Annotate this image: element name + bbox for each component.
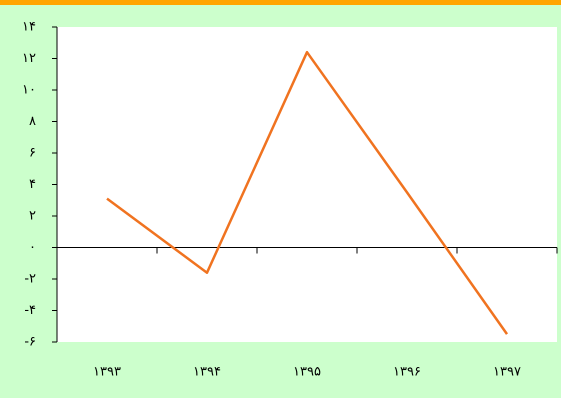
- y-tick-label: ۱۰: [22, 83, 36, 98]
- x-tick-label: ۱۳۹۷: [493, 365, 521, 380]
- x-tick-label: ۱۳۹۴: [193, 365, 221, 380]
- y-tick-label: -۴: [24, 303, 36, 318]
- x-tick-label: ۱۳۹۳: [93, 365, 121, 380]
- data-line: [106, 50, 509, 335]
- y-tick-label: ۶: [29, 146, 36, 161]
- y-tick-label: ۰: [29, 240, 36, 255]
- plot-area: [57, 27, 557, 342]
- y-tick-label: -۶: [24, 335, 36, 350]
- top-stripe: [0, 0, 561, 5]
- y-tick-label: ۱۴: [22, 20, 36, 35]
- y-tick-label: ۸: [29, 114, 36, 129]
- y-tick-label: -۲: [24, 272, 36, 287]
- x-tick-label: ۱۳۹۶: [393, 365, 421, 380]
- y-tick-label: ۲: [29, 209, 36, 224]
- x-tick-label: ۱۳۹۵: [293, 365, 321, 380]
- y-tick-label: ۴: [29, 177, 36, 192]
- y-tick-label: ۱۲: [22, 51, 36, 66]
